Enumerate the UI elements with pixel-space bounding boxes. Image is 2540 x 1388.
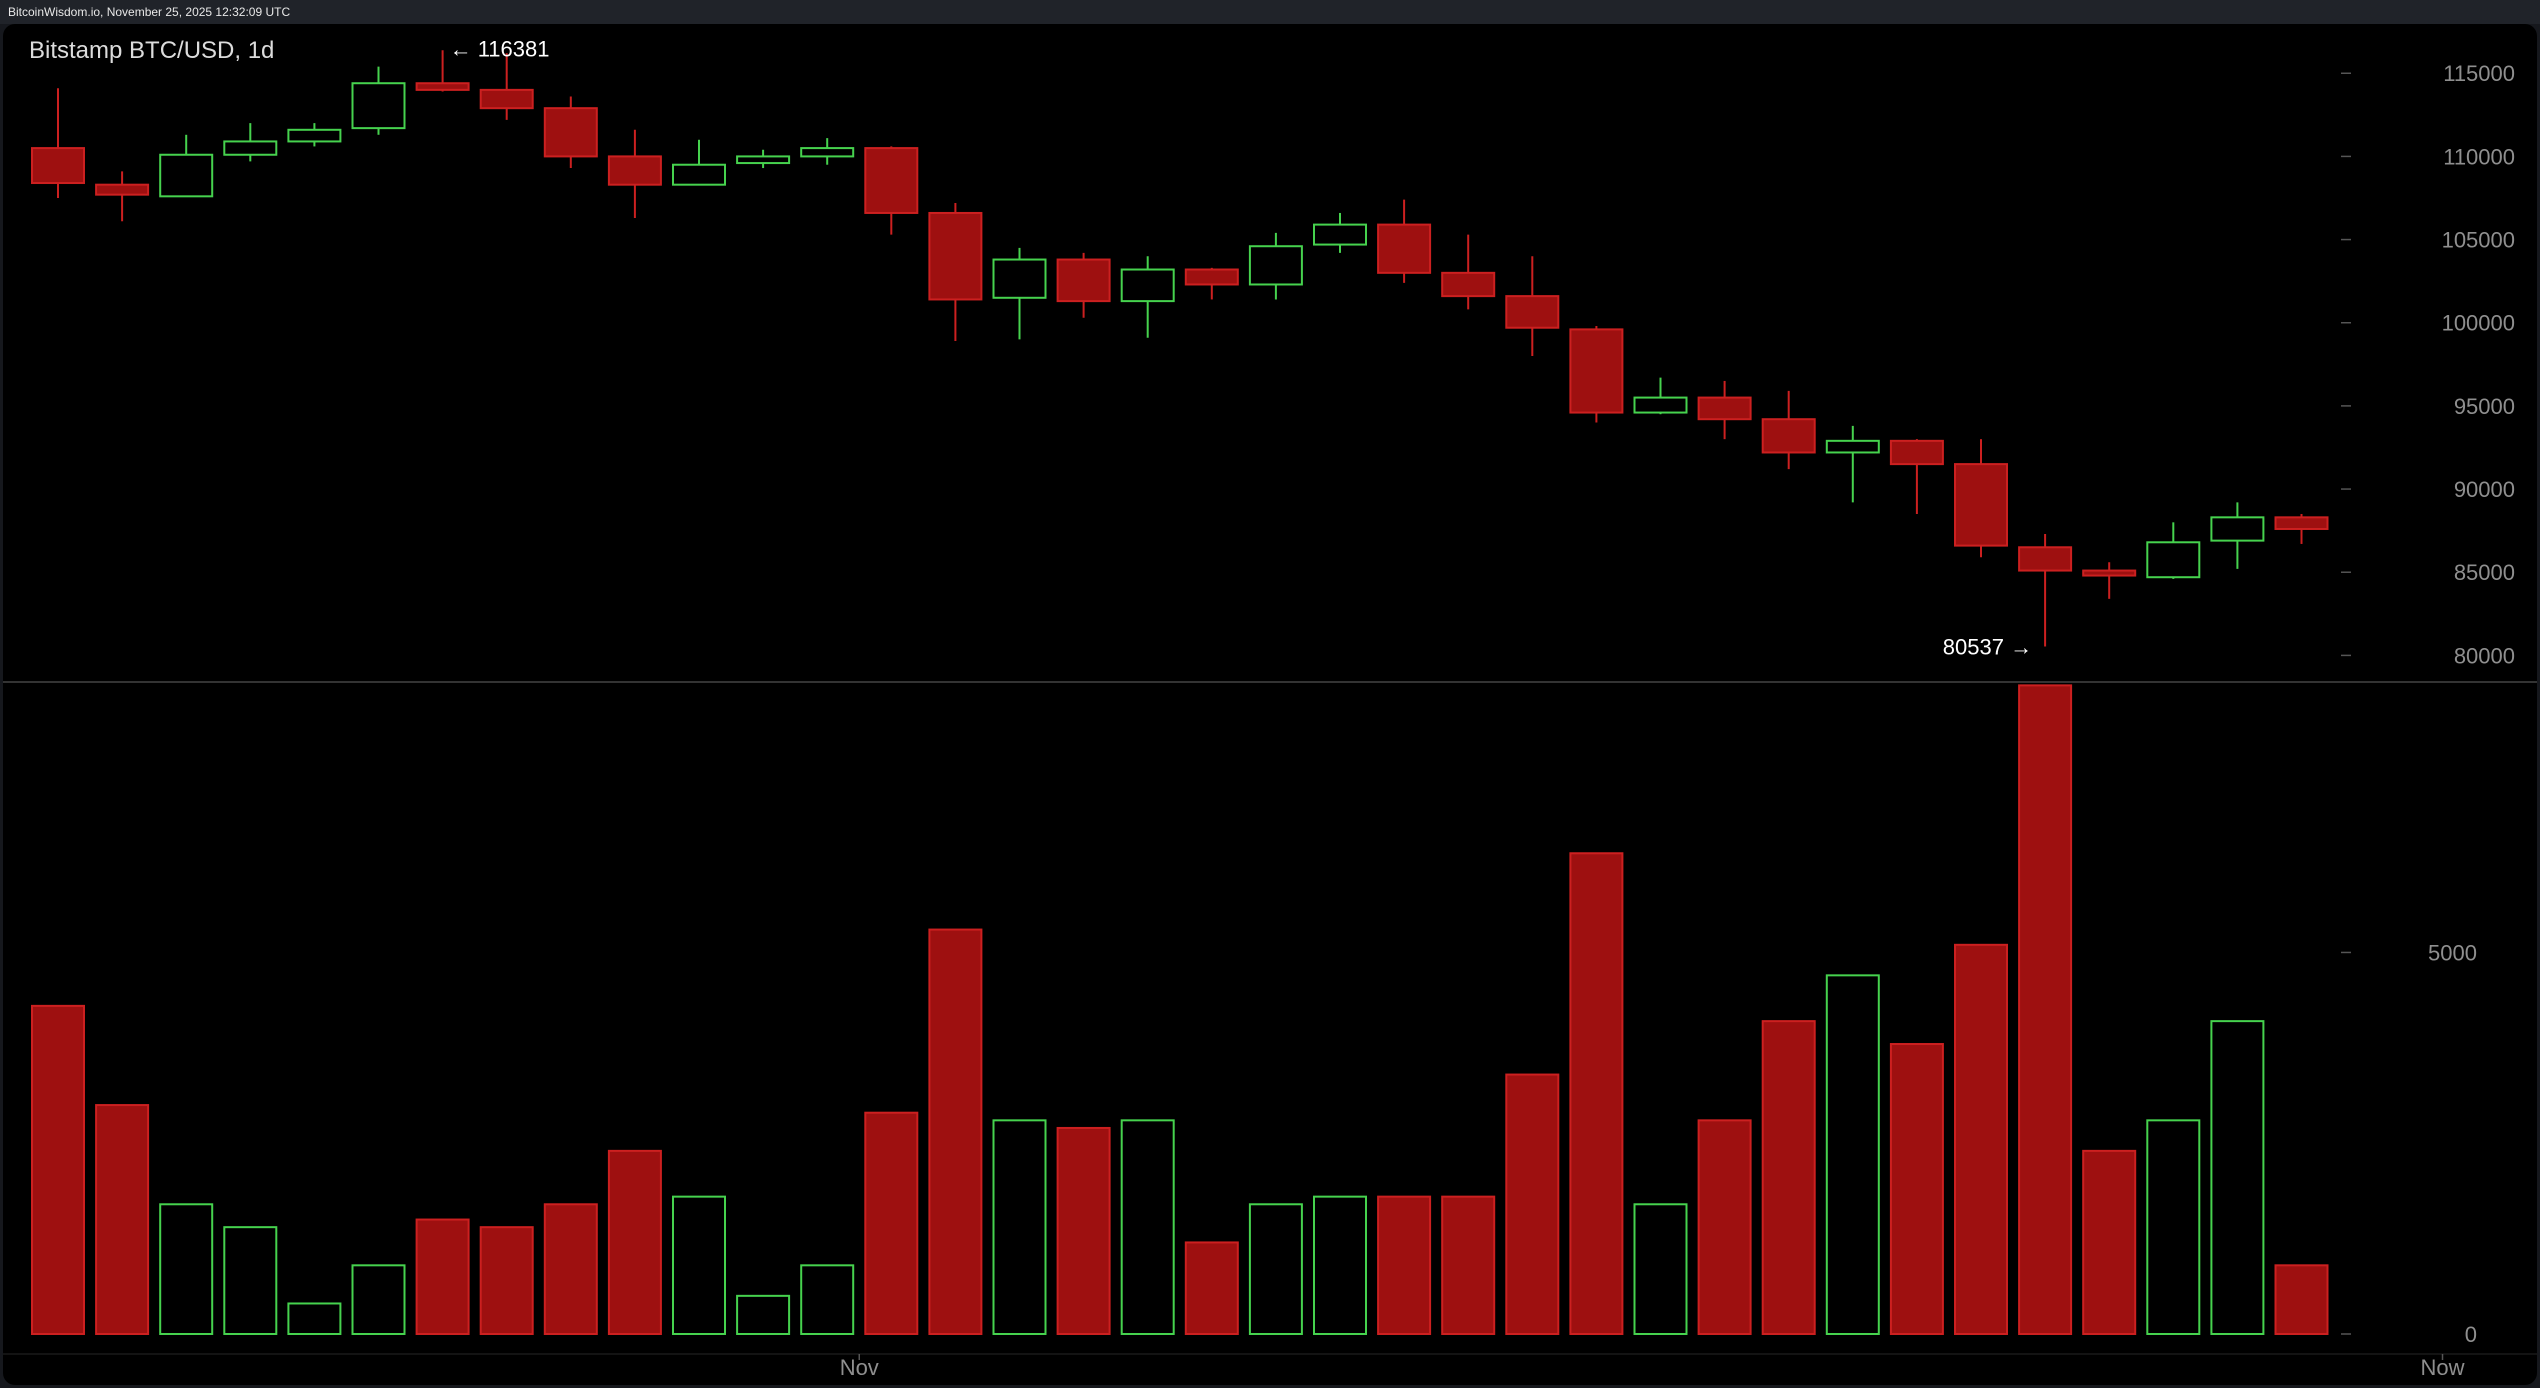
candle-down — [1761, 418, 1816, 454]
candle-down — [2274, 516, 2329, 530]
volume-bar-up — [351, 1264, 406, 1335]
volume-bar-down — [1056, 1126, 1111, 1335]
candle-down — [928, 211, 983, 301]
volume-bar-down — [31, 1004, 85, 1335]
candle-up — [992, 258, 1047, 299]
volume-bar-up — [159, 1203, 214, 1335]
candle-down — [1505, 295, 1560, 329]
candle-up — [1248, 245, 1303, 286]
candle-down — [1184, 268, 1239, 286]
candle-down — [2018, 546, 2073, 572]
volume-bar-up — [1825, 974, 1880, 1335]
low-annotation: 80537 → — [1943, 634, 2032, 659]
volume-bar-down — [2082, 1149, 2137, 1336]
volume-bar-down — [1569, 852, 1624, 1335]
candle-up — [287, 128, 342, 143]
volume-bar-down — [1954, 943, 2008, 1335]
candle-up — [223, 140, 278, 156]
price-tick-label: 85000 — [2454, 560, 2515, 585]
candle-up — [1313, 223, 1367, 246]
candle-down — [1056, 258, 1111, 303]
volume-bar-down — [479, 1226, 534, 1335]
volume-tick-label: 0 — [2465, 1322, 2477, 1347]
candle-up — [800, 147, 855, 158]
candle-up — [2146, 541, 2201, 579]
candle-down — [1377, 223, 1432, 274]
volume-bar-down — [1697, 1119, 1752, 1336]
price-tick-label: 80000 — [2454, 643, 2515, 668]
candle-down — [1697, 396, 1752, 421]
volume-bar-up — [223, 1226, 278, 1335]
candle-down — [95, 183, 150, 196]
price-tick-label: 115000 — [2443, 61, 2515, 86]
volume-bar-up — [1313, 1195, 1367, 1335]
candle-down — [31, 147, 85, 185]
volume-bar-up — [1248, 1203, 1303, 1335]
volume-bar-down — [2274, 1264, 2329, 1335]
volume-bar-down — [415, 1218, 470, 1336]
volume-tick-label: 5000 — [2428, 940, 2477, 965]
candle-down — [415, 82, 470, 91]
candle-up — [159, 153, 214, 198]
volume-bar-down — [1441, 1195, 1496, 1335]
candle-up — [1120, 268, 1175, 303]
volume-bar-down — [1377, 1195, 1432, 1335]
candle-up — [1633, 396, 1688, 414]
candle-down — [1954, 463, 2008, 547]
candle-up — [736, 155, 791, 165]
volume-bar-up — [1633, 1203, 1688, 1335]
candle-up — [351, 82, 406, 130]
volume-bar-down — [1184, 1241, 1239, 1336]
price-tick-label: 95000 — [2454, 394, 2515, 419]
volume-bar-up — [287, 1302, 342, 1336]
volume-bar-down — [864, 1111, 919, 1336]
candle-down — [1569, 328, 1624, 414]
volume-bar-down — [1505, 1073, 1560, 1335]
chart-title: Bitstamp BTC/USD, 1d — [29, 37, 275, 64]
candle-up — [1825, 439, 1880, 454]
volume-bar-down — [607, 1149, 662, 1336]
price-tick-label: 110000 — [2443, 144, 2515, 169]
volume-bar-down — [2018, 684, 2073, 1335]
volume-bar-down — [928, 928, 983, 1335]
volume-bar-up — [2146, 1119, 2201, 1336]
candle-down — [543, 107, 598, 158]
chart-panel[interactable]: 80000 85000 90000 95000 100000 105000 110000 11… — [3, 24, 2537, 1385]
candlestick-chart[interactable]: 80000 85000 90000 95000 100000 105000 110000 11… — [3, 24, 2537, 1385]
price-tick-label: 105000 — [2442, 228, 2515, 253]
volume-bar-down — [95, 1104, 150, 1335]
candle-down — [1441, 271, 1496, 298]
candle-down — [864, 147, 919, 214]
candle-down — [1889, 439, 1944, 466]
volume-bar-down — [1761, 1020, 1816, 1336]
price-tick-label: 100000 — [2442, 311, 2515, 336]
volume-bar-up — [672, 1195, 726, 1335]
candle-down — [2082, 569, 2137, 577]
volume-bar-up — [2210, 1020, 2265, 1336]
high-annotation: ← 116381 — [450, 36, 550, 61]
candle-down — [479, 88, 534, 110]
top-status-bar: BitcoinWisdom.io, November 25, 2025 12:3… — [0, 0, 2540, 24]
volume-bar-up — [800, 1264, 855, 1335]
volume-bar-up — [736, 1294, 791, 1335]
candle-down — [607, 155, 662, 186]
candle-up — [672, 163, 726, 186]
status-text: BitcoinWisdom.io, November 25, 2025 12:3… — [8, 5, 291, 19]
x-tick-label: Now — [2421, 1355, 2465, 1380]
volume-bar-up — [1120, 1119, 1175, 1336]
price-tick-label: 90000 — [2454, 477, 2515, 502]
volume-bar-down — [1889, 1043, 1944, 1335]
volume-bar-up — [992, 1119, 1047, 1336]
candle-up — [2210, 516, 2265, 542]
x-tick-label: Nov — [840, 1355, 879, 1380]
volume-bar-down — [543, 1203, 598, 1335]
